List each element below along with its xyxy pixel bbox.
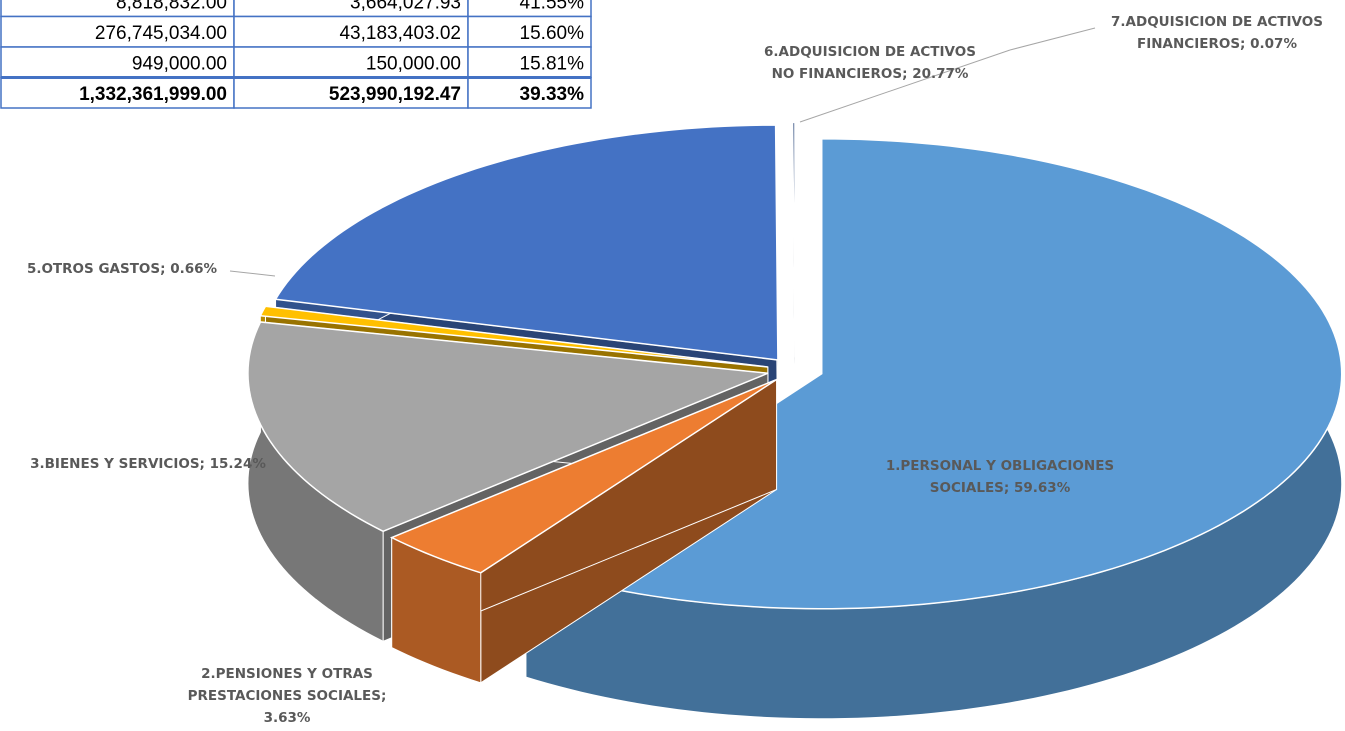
label-category: 1.PERSONAL Y OBLIGACIONES — [886, 458, 1114, 474]
slice-top — [259, 305, 768, 368]
table-cell-text: 276,745,034.00 — [95, 23, 227, 44]
slice-top — [791, 121, 796, 358]
pie-slice — [791, 121, 796, 468]
label-value: 3.63% — [264, 710, 311, 726]
label-category: FINANCIEROS; — [1137, 36, 1250, 52]
leader-line — [799, 49, 1011, 123]
label-category: 6.ADQUISICION DE ACTIVOS — [764, 44, 976, 60]
label-category: 5.OTROS GASTOS; — [27, 261, 170, 277]
table-cell-text: 15.81% — [520, 53, 585, 74]
table-cell-text: 949,000.00 — [132, 53, 227, 74]
label-value: 0.07% — [1250, 36, 1297, 52]
table-cell-text: 15.60% — [520, 23, 585, 44]
label-category: 7.ADQUISICION DE ACTIVOS — [1111, 14, 1323, 30]
slice-label: 1.PERSONAL Y OBLIGACIONES SOCIALES; 59.63… — [886, 458, 1114, 496]
slice-label: 6.ADQUISICION DE ACTIVOS NO FINANCIEROS; … — [764, 44, 976, 82]
table-cell — [0, 15, 235, 48]
label-value: 15.24% — [210, 456, 267, 472]
table: 8,818,832.00 3,664,027.93 41.55% 276,745,03… — [0, 0, 592, 109]
label-category: PRESTACIONES SOCIALES; — [188, 688, 387, 704]
slice-label: 3.BIENES Y SERVICIOS; 15.24% — [30, 456, 266, 472]
slice-label: 7.ADQUISICION DE ACTIVOS FINANCIEROS; 0.0… — [1111, 14, 1323, 52]
slice-top — [274, 124, 779, 361]
table-cell-text: 8,818,832.00 — [116, 0, 227, 13]
table-cell — [467, 15, 592, 48]
table-cell-text: 43,183,403.02 — [339, 23, 461, 44]
slice-top — [247, 321, 769, 533]
table-cell — [233, 76, 469, 109]
pie-slice — [389, 378, 778, 684]
table-cell-text: 41.55% — [520, 0, 585, 13]
pie-chart — [247, 121, 1343, 720]
leader-line — [229, 270, 276, 277]
slice-label: 5.OTROS GASTOS; 0.66% — [27, 261, 218, 277]
table-cell — [467, 76, 592, 109]
table-cell-text: 523,990,192.47 — [329, 84, 461, 105]
slice-label: 2.PENSIONES Y OTRAS PRESTACIONES SOCIALES… — [188, 666, 387, 726]
label-category: NO FINANCIEROS; — [772, 66, 913, 82]
table-cell-text: 150,000.00 — [366, 53, 461, 74]
label-value: 0.66% — [170, 261, 217, 277]
labels: 1.PERSONAL Y OBLIGACIONES SOCIALES; 59.63… — [27, 14, 1323, 726]
table-cell-text: 3,664,027.93 — [350, 0, 461, 13]
label-value: 59.63% — [1014, 480, 1071, 496]
label-category: 2.PENSIONES Y OTRAS — [201, 666, 373, 682]
leader-line — [1009, 27, 1096, 51]
slice-top — [389, 378, 777, 574]
label-category: 3.BIENES Y SERVICIOS; — [30, 456, 210, 472]
table-cell-text: 1,332,361,999.00 — [79, 84, 227, 105]
table-cell — [467, 46, 592, 79]
table-cell-text: 39.33% — [520, 84, 585, 105]
label-value: 20.77% — [912, 66, 969, 82]
label-category: SOCIALES; — [930, 480, 1014, 496]
